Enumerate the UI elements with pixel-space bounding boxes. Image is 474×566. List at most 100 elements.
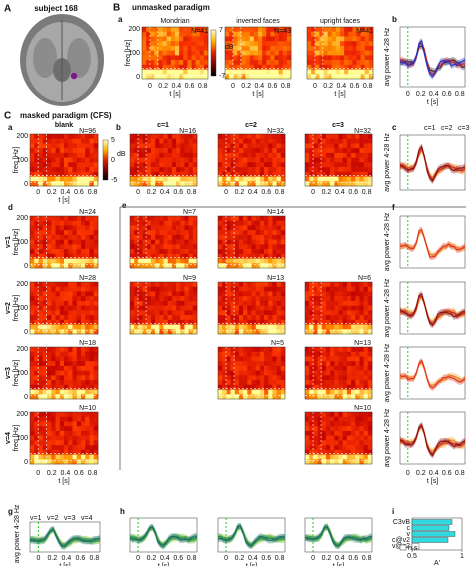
heatmap-cell xyxy=(363,370,369,376)
heatmap-cell xyxy=(76,449,82,455)
heatmap-cell xyxy=(234,394,240,400)
heatmap-cell xyxy=(259,319,265,325)
time-tick-label: 0.2 xyxy=(416,91,426,98)
heatmap-cell xyxy=(191,27,196,33)
heatmap-cell xyxy=(89,220,95,226)
heatmap-cell xyxy=(146,291,152,297)
heatmap-cell xyxy=(247,375,252,381)
heatmap-cell xyxy=(243,394,248,400)
heatmap-cell xyxy=(81,370,86,376)
heatmap-cell xyxy=(280,389,286,395)
heatmap-cell xyxy=(167,152,173,158)
category-label: c xyxy=(407,525,411,532)
heatmap-cell xyxy=(351,152,356,158)
heatmap-cell xyxy=(171,152,177,158)
heatmap-cell xyxy=(307,31,312,37)
heatmap-cell xyxy=(38,234,44,240)
heatmap-cell xyxy=(138,230,143,236)
heatmap-cell xyxy=(30,148,35,154)
heatmap-cell xyxy=(179,74,184,80)
heatmap-cell xyxy=(313,167,318,173)
heatmap-cell xyxy=(134,138,139,144)
heatmap-cell xyxy=(166,50,172,56)
heatmap-cell xyxy=(268,380,273,386)
heatmap-cell xyxy=(342,384,348,390)
heatmap-cell xyxy=(195,36,201,42)
heatmap-cell xyxy=(325,282,331,288)
heatmap-cell xyxy=(81,412,86,418)
time-tick-label: 0 xyxy=(311,555,315,562)
x-axis-label: t [s] xyxy=(427,478,438,485)
heatmap-cell xyxy=(272,230,277,236)
heatmap-cell xyxy=(34,361,39,367)
heatmap-cell xyxy=(167,157,173,163)
heatmap-cell xyxy=(355,152,360,158)
heatmap-cell xyxy=(262,69,267,75)
heatmap-cell xyxy=(222,305,227,311)
heatmap-cell xyxy=(155,296,160,302)
heatmap-cell xyxy=(272,347,277,353)
heatmap-cell xyxy=(342,176,348,182)
time-tick-label: 0.8 xyxy=(455,91,465,98)
heatmap-cell xyxy=(351,430,356,436)
heatmap-cell xyxy=(47,152,52,158)
heatmap-cell xyxy=(51,310,56,316)
heatmap-cell xyxy=(42,459,48,465)
heatmap-cell xyxy=(34,310,39,316)
trace xyxy=(304,526,373,547)
heatmap-cell xyxy=(355,416,360,422)
heatmap-cell xyxy=(142,134,148,140)
heatmap-cell xyxy=(313,412,318,418)
heatmap-cell xyxy=(55,416,61,422)
heatmap-cell xyxy=(241,55,246,61)
heatmap-cell xyxy=(85,244,90,250)
panel-letter: A xyxy=(4,4,11,15)
heatmap-cell xyxy=(72,351,78,357)
heatmap-cell xyxy=(346,157,352,163)
heatmap-cell xyxy=(276,324,282,330)
heatmap-cell xyxy=(334,162,339,168)
time-tick-label: 0.8 xyxy=(90,555,100,562)
heatmap-cell xyxy=(325,449,331,455)
time-tick-label: 0.6 xyxy=(76,555,86,562)
heatmap-cell xyxy=(38,171,44,177)
heatmap-cell xyxy=(321,305,327,311)
heatmap-cell xyxy=(268,253,273,259)
heatmap-cell xyxy=(72,239,78,245)
n-label: N=13 xyxy=(354,340,371,347)
heatmap-cell xyxy=(258,45,263,51)
heatmap-cell xyxy=(363,310,369,316)
heatmap-cell xyxy=(348,41,353,47)
heatmap-cell xyxy=(334,305,339,311)
heatmap-cell xyxy=(163,286,168,292)
heatmap-cell xyxy=(51,351,56,357)
heatmap-cell xyxy=(222,162,227,168)
heatmap-cell xyxy=(259,225,265,231)
heatmap-cell xyxy=(286,27,292,33)
heatmap-cell xyxy=(359,134,364,140)
heatmap-cell xyxy=(330,319,335,325)
heatmap-cell xyxy=(64,394,69,400)
heatmap-cell xyxy=(243,347,248,353)
heatmap-cell xyxy=(167,162,173,168)
heatmap-cell xyxy=(183,36,188,42)
heatmap-cell xyxy=(72,426,78,432)
heatmap-cell xyxy=(255,239,261,245)
heatmap-cell xyxy=(334,138,339,144)
heatmap-cell xyxy=(243,351,248,357)
heatmap-cell xyxy=(42,249,48,255)
heatmap-cell xyxy=(259,370,265,376)
heatmap-cell xyxy=(255,286,261,292)
heatmap-cell xyxy=(325,143,331,149)
heatmap-cell xyxy=(192,263,198,269)
n-label: N=13 xyxy=(267,275,284,282)
heatmap-cell xyxy=(89,291,95,297)
heatmap-cell xyxy=(338,282,343,288)
heatmap-cell xyxy=(81,445,86,451)
heatmap-cell xyxy=(55,361,61,367)
heatmap-cell xyxy=(334,454,339,460)
trace xyxy=(399,39,466,78)
heatmap-cell xyxy=(280,324,286,330)
heatmap-cell xyxy=(51,389,56,395)
heatmap-cell xyxy=(218,380,223,386)
